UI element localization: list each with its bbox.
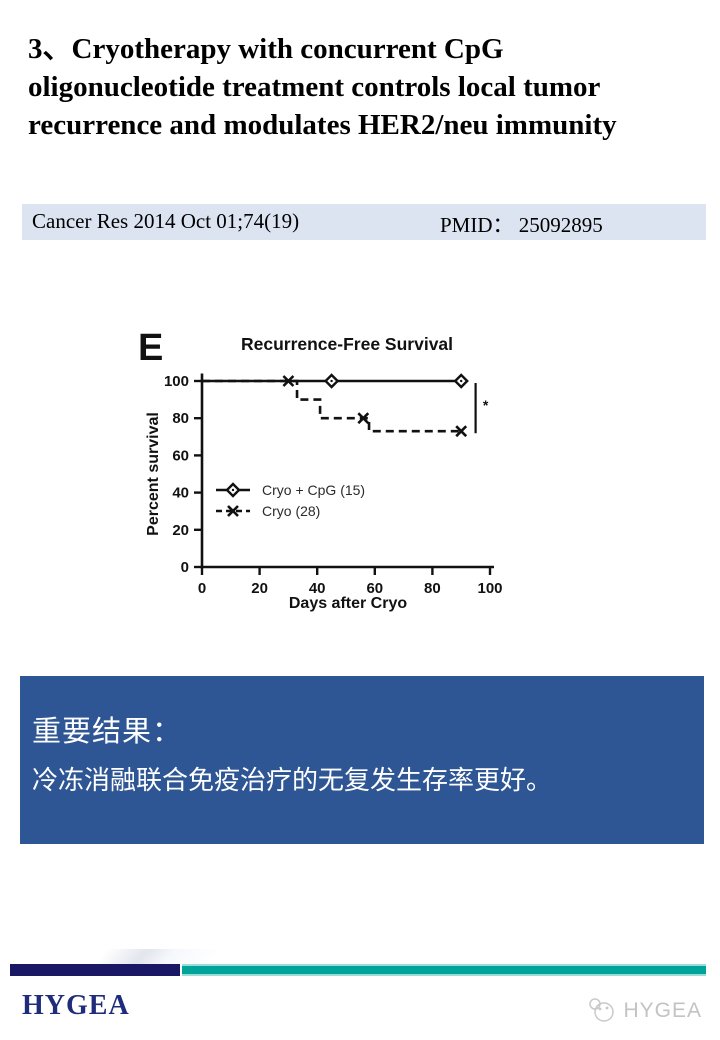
y-tick-label: 100 xyxy=(164,373,189,390)
hygea-watermark-logo-icon xyxy=(589,998,615,1022)
x-tick-label: 0 xyxy=(198,580,206,597)
hygea-watermark: HYGEA xyxy=(587,996,702,1026)
citation-journal: Cancer Res 2014 Oct 01;74(19) xyxy=(32,209,300,233)
title-line-1: 3、Cryotherapy with concurrent CpG xyxy=(28,33,504,65)
series-line-dashed xyxy=(202,379,462,433)
footer-bar-teal xyxy=(182,964,706,976)
x-marker xyxy=(357,412,370,425)
page-title: 3、Cryotherapy with concurrent CpG oligon… xyxy=(28,30,696,144)
legend-label: Cryo (28) xyxy=(262,503,320,519)
citation-bar: Cancer Res 2014 Oct 01;74(19) PMID： 2509… xyxy=(22,204,706,240)
figure-panel: E Recurrence-Free Survival Percent surviva… xyxy=(100,298,560,633)
chart-title: Recurrence-Free Survival xyxy=(241,334,453,354)
diamond-center-dot xyxy=(231,488,235,492)
x-axis-label: Days after Cryo xyxy=(289,595,408,612)
diamond-center-dot xyxy=(330,379,333,383)
legend-label: Cryo + CpG (15) xyxy=(262,482,365,498)
y-tick-label: 40 xyxy=(172,485,189,502)
significance-star: * xyxy=(483,397,489,413)
footer-accent-shape xyxy=(96,949,223,964)
hygea-logo-text: HYGEA xyxy=(22,990,130,1021)
x-marker xyxy=(455,425,468,438)
y-tick-label: 20 xyxy=(172,522,189,539)
x-tick-label: 60 xyxy=(366,580,383,597)
result-heading: 重要结果： xyxy=(32,716,183,748)
x-tick-label: 100 xyxy=(477,580,502,597)
result-body: 冷冻消融联合免疫治疗的无复发生存率更好。 xyxy=(32,765,553,796)
citation-pmid: PMID： 25092895 xyxy=(440,213,603,237)
panel-label: E xyxy=(138,327,163,369)
y-tick-label: 60 xyxy=(172,447,189,464)
y-tick-label: 80 xyxy=(172,410,189,427)
x-marker xyxy=(282,375,295,387)
title-line-2: oligonucleotide treatment controls local… xyxy=(28,71,601,103)
y-axis-label: Percent survival xyxy=(145,412,162,536)
hygea-watermark-text: HYGEA xyxy=(623,999,702,1022)
result-box: 重要结果： 冷冻消融联合免疫治疗的无复发生存率更好。 xyxy=(20,676,704,844)
x-tick-label: 80 xyxy=(424,580,441,597)
y-tick-label: 0 xyxy=(181,559,189,576)
recurrence-free-survival-chart: E Recurrence-Free Survival Percent surviva… xyxy=(138,327,503,612)
x-tick-label: 40 xyxy=(309,580,326,597)
x-tick-label: 20 xyxy=(251,580,268,597)
diamond-center-dot xyxy=(460,379,463,383)
x-marker xyxy=(227,505,239,517)
title-line-3: recurrence and modulates HER2/neu immuni… xyxy=(28,109,617,141)
footer-bar-navy xyxy=(10,964,180,976)
